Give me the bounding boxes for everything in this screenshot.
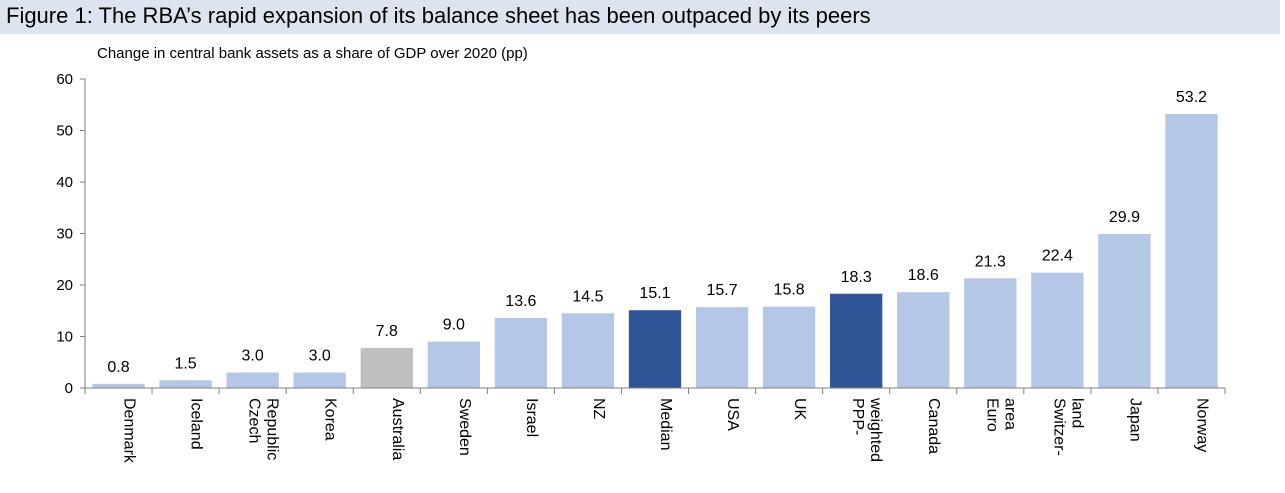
bar bbox=[762, 306, 816, 388]
category-label: weighted bbox=[867, 397, 884, 462]
y-tick-label: 60 bbox=[56, 71, 73, 88]
category-label: Japan bbox=[1126, 398, 1143, 442]
value-label: 14.5 bbox=[572, 288, 603, 305]
value-label: 53.2 bbox=[1176, 89, 1207, 106]
figure-title: Figure 1: The RBA’s rapid expansion of i… bbox=[6, 3, 871, 28]
y-tick-label: 20 bbox=[56, 277, 73, 294]
value-label: 15.7 bbox=[706, 282, 737, 299]
bar bbox=[964, 278, 1017, 388]
value-label: 7.8 bbox=[376, 323, 398, 340]
value-label: 18.6 bbox=[908, 267, 939, 284]
value-label: 22.4 bbox=[1042, 248, 1073, 265]
bar bbox=[628, 310, 682, 388]
value-label: 3.0 bbox=[242, 348, 264, 365]
category-label: USA bbox=[724, 398, 741, 431]
y-tick-label: 50 bbox=[56, 123, 73, 140]
category-label: Canada bbox=[925, 398, 942, 454]
bar bbox=[360, 347, 413, 388]
chart-title: Change in central bank assets as a share… bbox=[97, 45, 528, 62]
category-label: UK bbox=[791, 398, 808, 421]
bar bbox=[427, 341, 480, 388]
bar bbox=[561, 313, 615, 388]
category-label: Norway bbox=[1193, 398, 1210, 452]
y-tick-label: 10 bbox=[56, 329, 73, 346]
category-label: Median bbox=[657, 398, 674, 450]
category-label: Korea bbox=[322, 398, 339, 441]
x-axis: Denmark Iceland Czech Republic Korea Australi… bbox=[84, 387, 1226, 464]
value-label: 15.1 bbox=[639, 285, 670, 302]
bar bbox=[1165, 114, 1218, 389]
figure-header: Figure 1: The RBA’s rapid expansion of i… bbox=[0, 0, 1280, 34]
value-label: 1.5 bbox=[174, 355, 196, 372]
value-label: 3.0 bbox=[309, 348, 331, 365]
category-label: land bbox=[1068, 398, 1085, 428]
y-axis: 0 10 20 30 40 50 60 bbox=[56, 71, 86, 397]
value-label: 21.3 bbox=[975, 253, 1006, 270]
value-label: 29.9 bbox=[1109, 209, 1140, 226]
bar bbox=[695, 307, 749, 388]
y-tick-label: 40 bbox=[56, 174, 73, 191]
category-label: Czech bbox=[246, 398, 263, 443]
value-label: 0.8 bbox=[107, 359, 129, 376]
category-label: Switzer- bbox=[1050, 398, 1067, 456]
bar bbox=[226, 372, 279, 388]
bar bbox=[293, 372, 346, 388]
category-label: Euro bbox=[983, 398, 1000, 432]
y-tick-label: 30 bbox=[56, 226, 73, 243]
bar bbox=[92, 383, 145, 388]
bar bbox=[830, 293, 883, 388]
category-label: area bbox=[1001, 398, 1018, 430]
value-label: 15.8 bbox=[774, 282, 805, 299]
category-label: NZ bbox=[590, 398, 607, 420]
bar bbox=[494, 317, 548, 388]
bars bbox=[92, 114, 1218, 389]
value-label: 13.6 bbox=[505, 293, 536, 310]
bar bbox=[1031, 272, 1084, 388]
category-label: Iceland bbox=[188, 398, 205, 450]
value-labels: 0.8 1.5 3.0 3.0 7.8 9.0 13.6 14.5 15.1 15.7 15.8 18… bbox=[107, 89, 1207, 376]
value-label: 9.0 bbox=[443, 317, 465, 334]
category-label: PPP- bbox=[849, 398, 866, 435]
category-label: Republic bbox=[264, 398, 281, 460]
bar bbox=[1098, 234, 1151, 388]
value-label: 18.3 bbox=[841, 269, 872, 286]
bar bbox=[159, 380, 212, 388]
y-tick-label: 0 bbox=[65, 380, 73, 397]
category-label: Israel bbox=[523, 398, 540, 437]
category-label: Sweden bbox=[456, 398, 473, 456]
bar bbox=[897, 292, 950, 388]
category-label: Denmark bbox=[121, 398, 138, 464]
category-label: Australia bbox=[389, 398, 406, 460]
